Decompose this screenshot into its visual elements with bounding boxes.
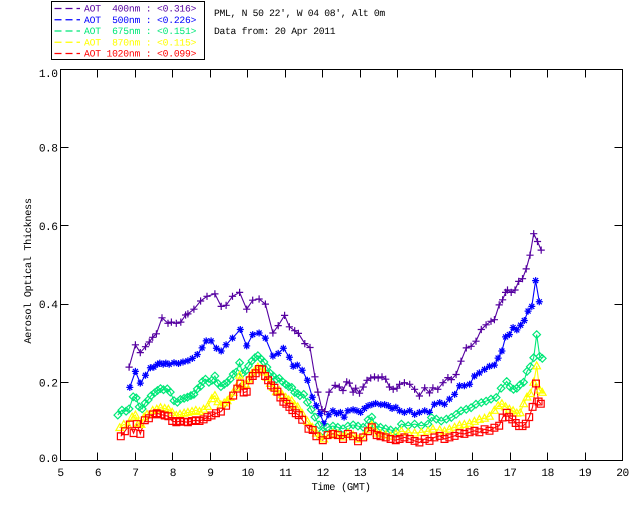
svg-text:0.0: 0.0	[39, 454, 58, 466]
svg-text:AOT 675nm : <0.151>: AOT 675nm : <0.151>	[84, 26, 197, 37]
svg-text:12: 12	[317, 468, 329, 480]
svg-text:7: 7	[132, 468, 138, 480]
svg-text:15: 15	[429, 468, 441, 480]
svg-text:5: 5	[57, 468, 63, 480]
svg-text:PML, N 50 22', W 04 08', Alt 0: PML, N 50 22', W 04 08', Alt 0m	[214, 8, 385, 19]
svg-text:20: 20	[616, 468, 629, 480]
svg-text:10: 10	[242, 468, 255, 480]
svg-text:0.8: 0.8	[39, 144, 58, 156]
svg-text:Time (GMT): Time (GMT)	[311, 482, 370, 494]
svg-text:18: 18	[541, 468, 553, 480]
svg-text:9: 9	[207, 468, 213, 480]
svg-text:16: 16	[466, 468, 478, 480]
svg-text:0.2: 0.2	[39, 378, 58, 390]
svg-text:6: 6	[95, 468, 101, 480]
svg-text:AOT 870nm : <0.115>: AOT 870nm : <0.115>	[84, 37, 197, 48]
svg-text:0.6: 0.6	[39, 222, 58, 234]
svg-text:1.0: 1.0	[39, 69, 58, 81]
svg-text:AOT 1020nm : <0.099>: AOT 1020nm : <0.099>	[84, 49, 197, 60]
svg-text:Data from: 20 Apr 2011: Data from: 20 Apr 2011	[214, 26, 336, 37]
svg-text:AOT 400nm : <0.316>: AOT 400nm : <0.316>	[84, 4, 197, 15]
svg-text:8: 8	[170, 468, 176, 480]
svg-text:0.4: 0.4	[39, 300, 58, 312]
svg-text:11: 11	[279, 468, 292, 480]
svg-text:14: 14	[391, 468, 404, 480]
svg-text:AOT 500nm : <0.226>: AOT 500nm : <0.226>	[84, 15, 197, 26]
svg-text:19: 19	[579, 468, 591, 480]
svg-text:17: 17	[504, 468, 516, 480]
svg-text:13: 13	[354, 468, 366, 480]
svg-text:Aerosol Optical Thickness: Aerosol Optical Thickness	[23, 198, 35, 344]
